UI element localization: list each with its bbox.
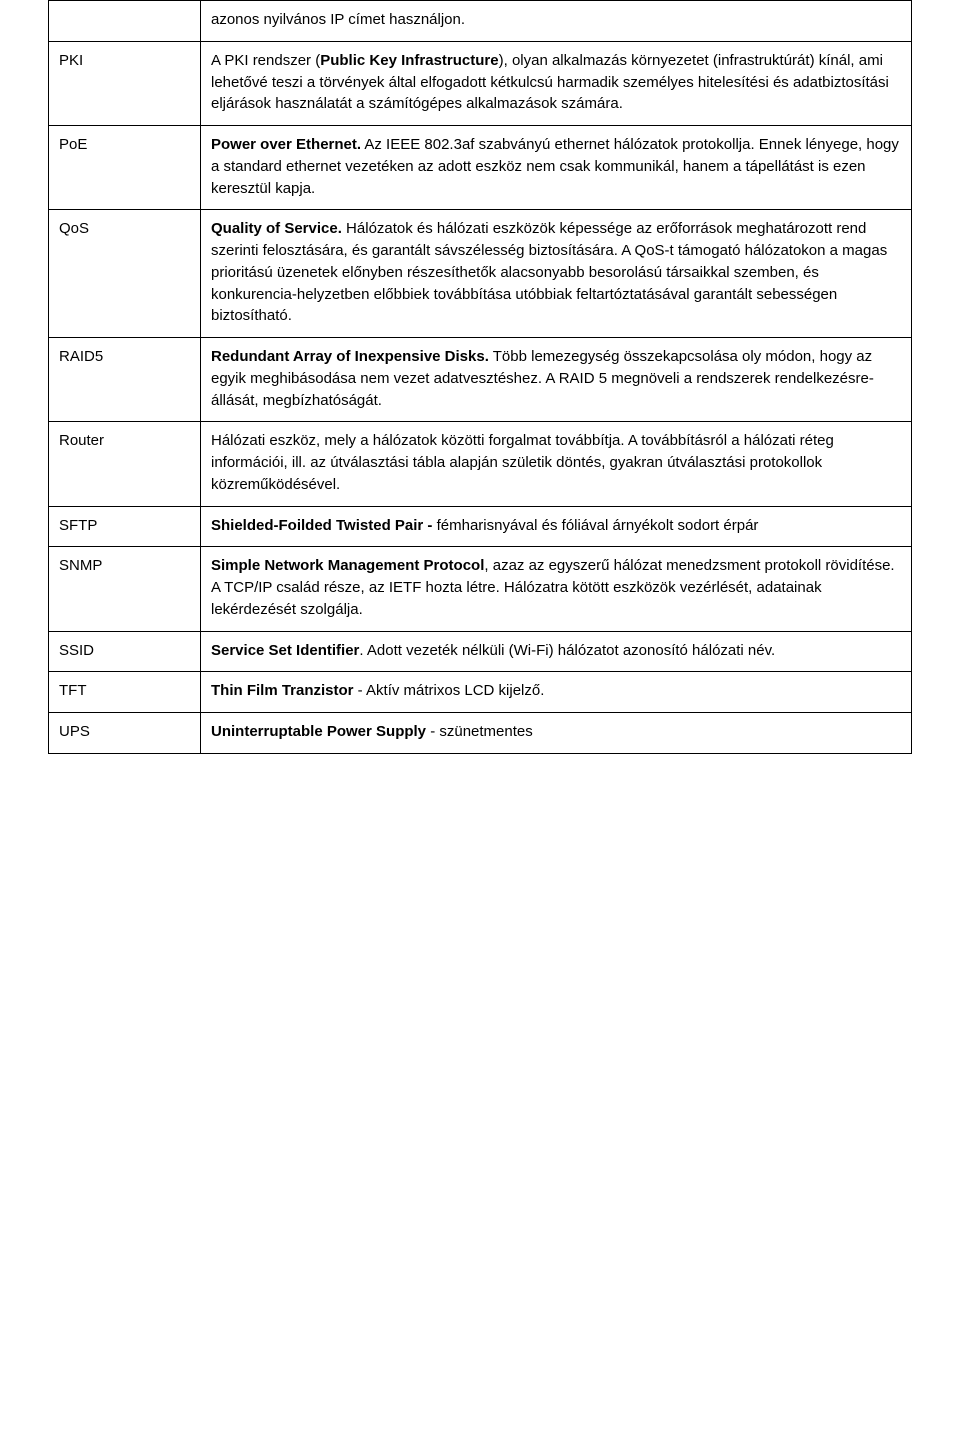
table-row: azonos nyilvános IP címet használjon. [49,1,912,42]
definition-cell: Thin Film Tranzistor - Aktív mátrixos LC… [201,672,912,713]
definition-text: Quality of Service. Hálózatok és hálózat… [211,218,901,327]
definition-cell: Power over Ethernet. Az IEEE 802.3af sza… [201,126,912,210]
term-cell: RAID5 [49,338,201,422]
term-cell: QoS [49,210,201,338]
table-row: SSID Service Set Identifier. Adott vezeté… [49,631,912,672]
definition-text: A PKI rendszer (Public Key Infrastructur… [211,50,901,115]
table-row: PKIA PKI rendszer (Public Key Infrastruc… [49,41,912,125]
definition-text: Hálózati eszköz, mely a hálózatok között… [211,430,901,495]
definition-cell: Quality of Service. Hálózatok és hálózat… [201,210,912,338]
term-cell: SSID [49,631,201,672]
table-row: RouterHálózati eszköz, mely a hálózatok … [49,422,912,506]
table-row: UPS Uninterruptable Power Supply - szünet… [49,713,912,754]
definition-text: Simple Network Management Protocol, azaz… [211,555,901,620]
definition-text: Uninterruptable Power Supply - szünetmen… [211,721,901,743]
term-cell: UPS [49,713,201,754]
term-cell: Router [49,422,201,506]
table-row: RAID5Redundant Array of Inexpensive Disk… [49,338,912,422]
definition-cell: Hálózati eszköz, mely a hálózatok között… [201,422,912,506]
definition-text: Power over Ethernet. Az IEEE 802.3af sza… [211,134,901,199]
definition-cell: Simple Network Management Protocol, azaz… [201,547,912,631]
term-cell: SNMP [49,547,201,631]
term-cell: PKI [49,41,201,125]
definition-text: Thin Film Tranzistor - Aktív mátrixos LC… [211,680,901,702]
definition-cell: A PKI rendszer (Public Key Infrastructur… [201,41,912,125]
term-cell: TFT [49,672,201,713]
term-cell [49,1,201,42]
table-row: QoSQuality of Service. Hálózatok és háló… [49,210,912,338]
definition-text: Shielded-Foilded Twisted Pair - fémharis… [211,515,901,537]
page: azonos nyilvános IP címet használjon. PKI… [0,0,960,754]
table-row: SNMPSimple Network Management Protocol, … [49,547,912,631]
definition-text: Redundant Array of Inexpensive Disks. Tö… [211,346,901,411]
definition-text: Service Set Identifier. Adott vezeték né… [211,640,901,662]
table-row: TFT Thin Film Tranzistor - Aktív mátrixos… [49,672,912,713]
definition-cell: Uninterruptable Power Supply - szünetmen… [201,713,912,754]
definition-cell: Shielded-Foilded Twisted Pair - fémharis… [201,506,912,547]
definition-cell: Service Set Identifier. Adott vezeték né… [201,631,912,672]
definition-cell: Redundant Array of Inexpensive Disks. Tö… [201,338,912,422]
table-row: SFTP Shielded-Foilded Twisted Pair - fémh… [49,506,912,547]
table-row: PoEPower over Ethernet. Az IEEE 802.3af … [49,126,912,210]
term-cell: SFTP [49,506,201,547]
glossary-tbody: azonos nyilvános IP címet használjon. PKI… [49,1,912,754]
definition-cell: azonos nyilvános IP címet használjon. [201,1,912,42]
glossary-table: azonos nyilvános IP címet használjon. PKI… [48,0,912,754]
definition-text: azonos nyilvános IP címet használjon. [211,9,901,31]
term-cell: PoE [49,126,201,210]
